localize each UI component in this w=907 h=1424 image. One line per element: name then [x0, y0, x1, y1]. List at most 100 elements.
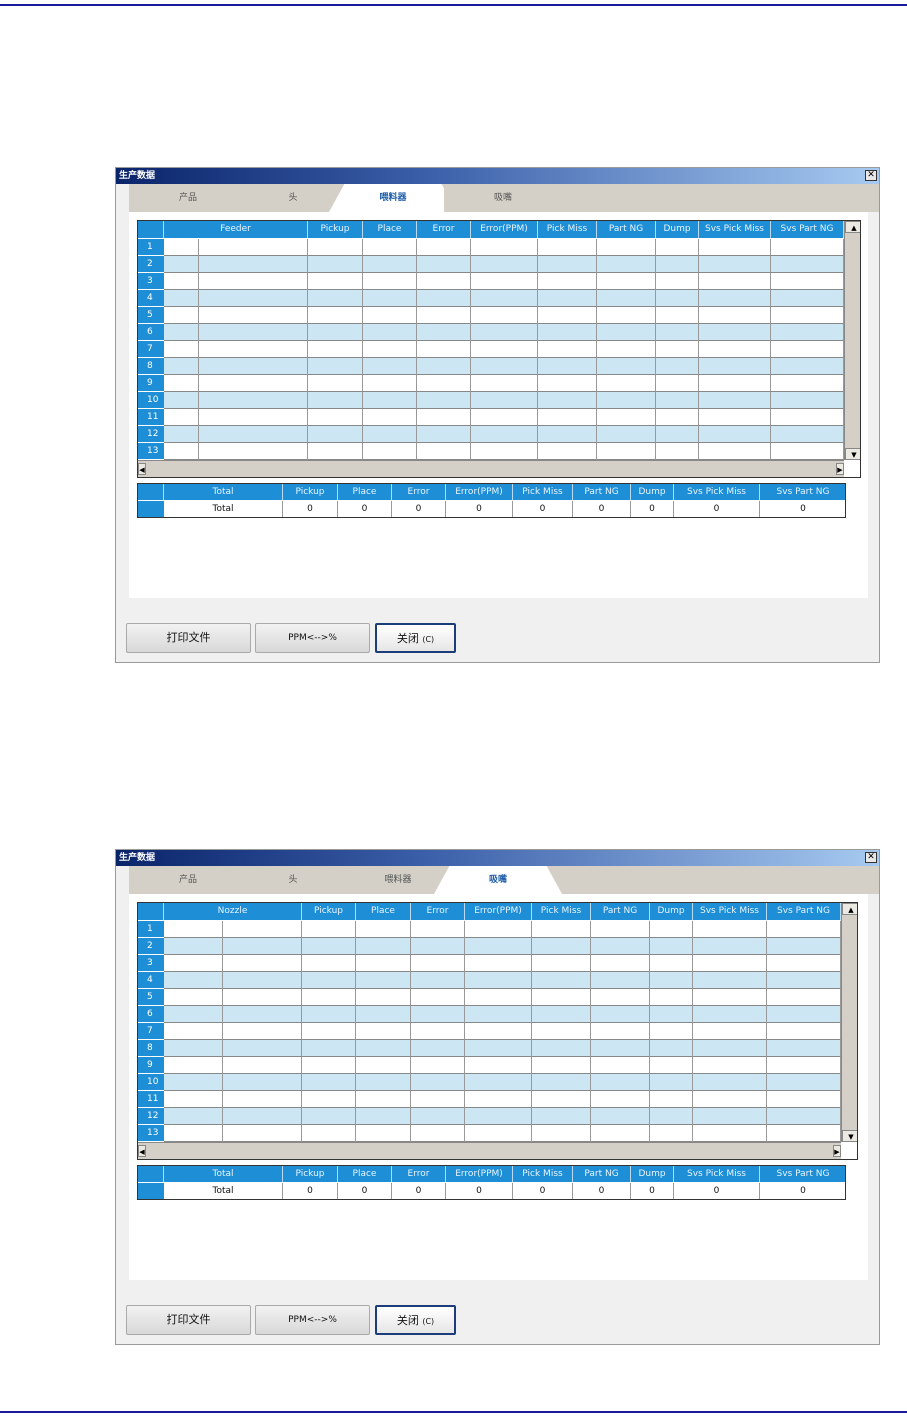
grid-cell[interactable]	[417, 290, 471, 307]
close-x-icon[interactable]: ✕	[865, 170, 877, 181]
grid-cell[interactable]	[771, 307, 844, 324]
grid-cell[interactable]	[199, 273, 308, 290]
vertical-scrollbar[interactable]: ▲ ▼	[844, 221, 860, 460]
grid-cell[interactable]	[656, 426, 699, 443]
grid-cell[interactable]	[471, 324, 538, 341]
row-number[interactable]: 4	[138, 972, 164, 989]
grid-cell[interactable]	[411, 1074, 465, 1091]
grid-cell[interactable]	[771, 324, 844, 341]
close-x-icon[interactable]: ✕	[865, 852, 877, 863]
grid-cell[interactable]	[223, 1091, 302, 1108]
grid-cell[interactable]	[356, 972, 411, 989]
grid-cell[interactable]	[308, 307, 363, 324]
row-number[interactable]: 10	[138, 1074, 164, 1091]
grid-cell[interactable]	[591, 955, 650, 972]
grid-cell[interactable]	[532, 938, 591, 955]
grid-cell[interactable]	[471, 307, 538, 324]
grid-cell[interactable]	[771, 341, 844, 358]
grid-cell[interactable]	[771, 392, 844, 409]
grid-cell[interactable]	[164, 443, 199, 460]
grid-cell[interactable]	[164, 392, 199, 409]
grid-cell[interactable]	[223, 1125, 302, 1142]
grid-cell[interactable]	[417, 358, 471, 375]
grid-cell[interactable]	[597, 307, 656, 324]
grid-cell[interactable]	[532, 1006, 591, 1023]
grid-cell[interactable]	[411, 938, 465, 955]
grid-cell[interactable]	[699, 409, 771, 426]
grid-cell[interactable]	[771, 273, 844, 290]
row-number[interactable]: 2	[138, 938, 164, 955]
grid-cell[interactable]	[356, 1023, 411, 1040]
grid-cell[interactable]	[767, 1108, 841, 1125]
grid-cell[interactable]	[308, 273, 363, 290]
grid-cell[interactable]	[591, 938, 650, 955]
grid-cell[interactable]	[693, 989, 767, 1006]
column-header[interactable]: Svs Pick Miss	[693, 903, 767, 921]
grid-cell[interactable]	[302, 972, 356, 989]
grid-cell[interactable]	[650, 921, 693, 938]
grid-cell[interactable]	[771, 256, 844, 273]
grid-cell[interactable]	[164, 1125, 223, 1142]
grid-cell[interactable]	[597, 443, 656, 460]
grid-cell[interactable]	[767, 1074, 841, 1091]
grid-cell[interactable]	[465, 1006, 532, 1023]
grid-cell[interactable]	[363, 324, 417, 341]
grid-cell[interactable]	[417, 392, 471, 409]
grid-cell[interactable]	[591, 1006, 650, 1023]
grid-cell[interactable]	[532, 1040, 591, 1057]
grid-cell[interactable]	[417, 307, 471, 324]
grid-cell[interactable]	[223, 1057, 302, 1074]
grid-cell[interactable]	[591, 1125, 650, 1142]
grid-cell[interactable]	[356, 1091, 411, 1108]
grid-cell[interactable]	[532, 989, 591, 1006]
scroll-right-icon[interactable]: ▶	[833, 1145, 841, 1157]
grid-cell[interactable]	[302, 938, 356, 955]
grid-cell[interactable]	[223, 1074, 302, 1091]
grid-cell[interactable]	[699, 256, 771, 273]
grid-cell[interactable]	[597, 256, 656, 273]
grid-cell[interactable]	[411, 1125, 465, 1142]
grid-cell[interactable]	[164, 1057, 223, 1074]
column-header[interactable]: Svs Part NG	[767, 903, 841, 921]
grid-cell[interactable]	[199, 307, 308, 324]
grid-cell[interactable]	[771, 443, 844, 460]
row-number[interactable]: 1	[138, 239, 164, 256]
grid-cell[interactable]	[771, 239, 844, 256]
grid-cell[interactable]	[302, 921, 356, 938]
grid-cell[interactable]	[538, 256, 597, 273]
grid-cell[interactable]	[417, 256, 471, 273]
grid-cell[interactable]	[302, 989, 356, 1006]
grid-cell[interactable]	[538, 324, 597, 341]
grid-cell[interactable]	[417, 443, 471, 460]
grid-cell[interactable]	[465, 938, 532, 955]
grid-cell[interactable]	[538, 341, 597, 358]
grid-cell[interactable]	[693, 1074, 767, 1091]
grid-cell[interactable]	[650, 955, 693, 972]
grid-cell[interactable]	[308, 341, 363, 358]
grid-cell[interactable]	[650, 1040, 693, 1057]
grid-cell[interactable]	[164, 1108, 223, 1125]
ppm-toggle-button[interactable]: PPM<-->%	[255, 623, 370, 653]
column-header[interactable]: Place	[363, 221, 417, 239]
scroll-up-icon[interactable]: ▲	[842, 903, 857, 915]
grid-cell[interactable]	[471, 409, 538, 426]
grid-cell[interactable]	[363, 409, 417, 426]
grid-cell[interactable]	[308, 358, 363, 375]
grid-cell[interactable]	[223, 1108, 302, 1125]
title-bar[interactable]: 生产数据 ✕	[116, 850, 879, 866]
row-number[interactable]: 11	[138, 409, 164, 426]
grid-cell[interactable]	[363, 443, 417, 460]
grid-cell[interactable]	[164, 1023, 223, 1040]
grid-cell[interactable]	[363, 375, 417, 392]
column-header[interactable]: Error(PPM)	[465, 903, 532, 921]
grid-cell[interactable]	[538, 358, 597, 375]
grid-cell[interactable]	[471, 375, 538, 392]
grid-cell[interactable]	[308, 239, 363, 256]
column-header[interactable]: Part NG	[597, 221, 656, 239]
grid-cell[interactable]	[465, 955, 532, 972]
grid-cell[interactable]	[199, 443, 308, 460]
grid-cell[interactable]	[223, 1006, 302, 1023]
grid-cell[interactable]	[308, 392, 363, 409]
grid-cell[interactable]	[699, 290, 771, 307]
row-number[interactable]: 6	[138, 1006, 164, 1023]
